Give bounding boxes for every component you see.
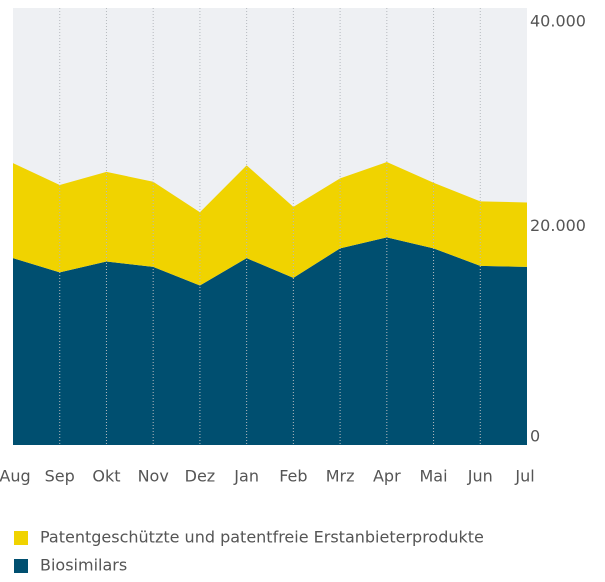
- y-tick-label: 40.000: [530, 12, 586, 31]
- x-tick-label: Aug: [0, 467, 31, 486]
- x-tick-label: Apr: [373, 467, 401, 486]
- x-tick-label: Feb: [279, 467, 307, 486]
- x-tick-label: Jun: [467, 467, 493, 486]
- x-tick-label: Dez: [185, 467, 216, 486]
- area: [13, 237, 527, 445]
- x-tick-label: Nov: [138, 467, 169, 486]
- x-tick-label: Mrz: [326, 467, 355, 486]
- y-tick-label: 20.000: [530, 216, 586, 235]
- legend-label: Biosimilars: [40, 556, 127, 575]
- area: [13, 162, 527, 286]
- x-tick-label: Okt: [92, 467, 120, 486]
- legend-swatch: [14, 559, 28, 573]
- x-tick-label: Jul: [514, 467, 534, 486]
- y-tick-label: 0: [530, 427, 540, 446]
- x-tick-label: Jan: [233, 467, 259, 486]
- legend-swatch: [14, 531, 28, 545]
- x-tick-label: Sep: [45, 467, 75, 486]
- legend-label: Patentgeschützte und patentfreie Erstanb…: [40, 528, 484, 547]
- x-tick-label: Mai: [420, 467, 448, 486]
